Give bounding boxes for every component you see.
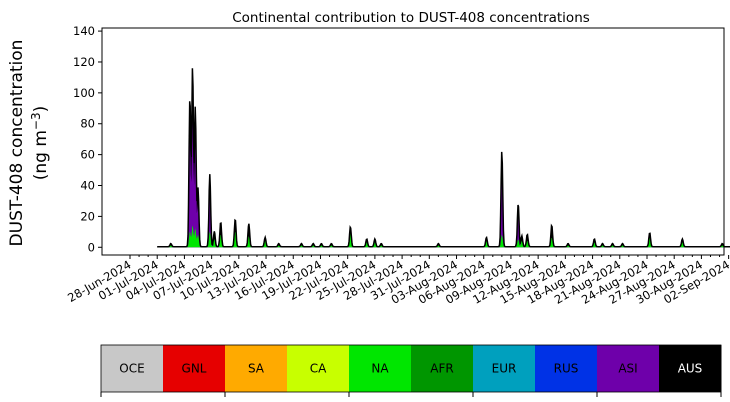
y-axis: 0 20 40 60 80 100 120 140	[73, 24, 102, 254]
legend-swatch-eur	[473, 345, 536, 392]
legend-label-rus: RUS	[554, 362, 579, 376]
area-asi	[157, 117, 730, 248]
y-axis-label: DUST-408 concentration (ng m−3)	[7, 40, 51, 247]
y-tick-label: 100	[73, 86, 95, 100]
y-tick-label: 80	[80, 117, 95, 131]
plot-area	[157, 68, 730, 248]
y-tick-label: 40	[80, 179, 95, 193]
plot-frame	[101, 27, 725, 256]
legend-label-aus: AUS	[678, 362, 703, 376]
y-tick-label: 60	[80, 148, 95, 162]
legend-label-gnl: GNL	[182, 362, 207, 376]
legend-label-asi: ASI	[618, 362, 637, 376]
legend-label-eur: EUR	[492, 362, 517, 376]
region-colorbar: OCE GNL SA CA NA AFR EUR RUS ASI AUS	[100, 344, 722, 397]
legend-swatch-sa	[225, 345, 288, 392]
total-line	[157, 68, 730, 248]
legend-swatch-rus	[535, 345, 598, 392]
area-na	[157, 225, 730, 248]
area-aus	[157, 68, 730, 248]
legend-frame	[100, 344, 722, 393]
y-tick-label: 120	[73, 55, 95, 69]
legend-swatch-na	[349, 345, 412, 392]
legend-label-oce: OCE	[119, 362, 144, 376]
legend-swatch-asi	[597, 345, 660, 392]
chart-title: Continental contribution to DUST-408 con…	[232, 10, 590, 26]
y-tick-label: 20	[80, 209, 95, 223]
legend-swatch-afr	[411, 345, 474, 392]
y-tick-label: 0	[88, 240, 95, 254]
x-axis: 28-Jun-202401-Jul-202404-Jul-202407-Jul-…	[65, 255, 730, 307]
y-tick-label: 140	[73, 24, 95, 38]
legend-swatch-gnl	[163, 345, 226, 392]
y-axis-label-line1: DUST-408 concentration	[7, 40, 27, 247]
legend-label-ca: CA	[310, 362, 327, 376]
legend-swatch-ca	[287, 345, 350, 392]
legend-label-sa: SA	[248, 362, 265, 376]
legend-swatch-oce	[101, 345, 164, 392]
y-axis-label-line2: (ng m−3)	[29, 106, 51, 181]
legend-label-afr: AFR	[430, 362, 453, 376]
legend-label-na: NA	[371, 362, 389, 376]
legend-swatch-aus	[659, 345, 722, 392]
